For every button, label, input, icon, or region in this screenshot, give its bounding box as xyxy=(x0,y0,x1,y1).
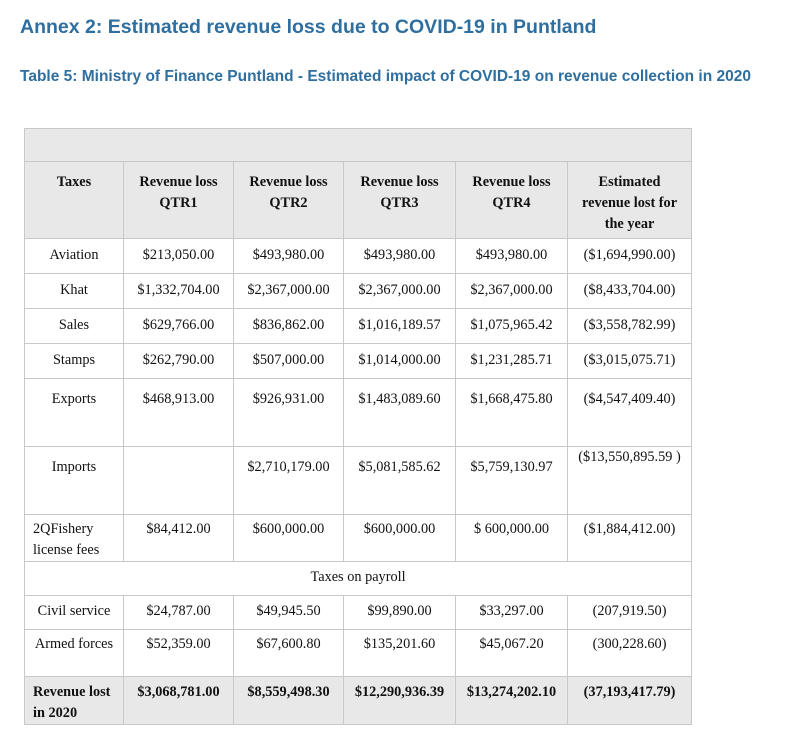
row-q3: $493,980.00 xyxy=(343,238,456,274)
row-q3: $135,201.60 xyxy=(343,629,456,677)
table-row: 2QFishery license fees $84,412.00 $600,0… xyxy=(24,514,693,562)
row-q3: $1,014,000.00 xyxy=(343,343,456,379)
row-q3: $1,016,189.57 xyxy=(343,308,456,344)
row-q4: $493,980.00 xyxy=(455,238,568,274)
row-q2: $836,862.00 xyxy=(233,308,344,344)
row-year: ($8,433,704.00) xyxy=(566,273,693,309)
row-q1: $24,787.00 xyxy=(123,595,234,630)
row-tax: Khat xyxy=(24,273,124,309)
header-year: Estimated revenue lost for the year xyxy=(566,161,693,239)
total-q2: $8,559,498.30 xyxy=(233,676,344,725)
row-tax: Armed forces xyxy=(24,629,124,677)
row-q2: $67,600.80 xyxy=(233,629,344,677)
row-q3: $2,367,000.00 xyxy=(343,273,456,309)
row-q4: $5,759,130.97 xyxy=(455,446,568,515)
total-label: Revenue lost in 2020 xyxy=(24,676,124,725)
header-q3: Revenue loss QTR3 xyxy=(343,161,456,239)
row-q2: $2,710,179.00 xyxy=(233,446,344,515)
table-row: Aviation $213,050.00 $493,980.00 $493,98… xyxy=(24,238,693,274)
row-q3: $99,890.00 xyxy=(343,595,456,630)
row-year: (300,228.60) xyxy=(566,629,693,677)
table-row: Sales $629,766.00 $836,862.00 $1,016,189… xyxy=(24,308,693,344)
row-q2: $49,945.50 xyxy=(233,595,344,630)
row-q2: $600,000.00 xyxy=(233,514,344,562)
row-q1: $213,050.00 xyxy=(123,238,234,274)
total-row: Revenue lost in 2020 $3,068,781.00 $8,55… xyxy=(24,676,693,725)
row-q4: $1,668,475.80 xyxy=(455,378,568,447)
header-q2: Revenue loss QTR2 xyxy=(233,161,344,239)
row-q1: $629,766.00 xyxy=(123,308,234,344)
table-row: Imports $2,710,179.00 $5,081,585.62 $5,7… xyxy=(24,446,693,515)
payroll-section-label: Taxes on payroll xyxy=(23,561,693,596)
header-row: Taxes Revenue loss QTR1 Revenue loss QTR… xyxy=(24,161,693,239)
revenue-loss-table: Taxes Revenue loss QTR1 Revenue loss QTR… xyxy=(23,128,693,725)
row-q4: $45,067.20 xyxy=(455,629,568,677)
row-q4: $1,231,285.71 xyxy=(455,343,568,379)
row-q1: $262,790.00 xyxy=(123,343,234,379)
row-q2: $2,367,000.00 xyxy=(233,273,344,309)
row-q3: $1,483,089.60 xyxy=(343,378,456,447)
row-tax: Aviation xyxy=(24,238,124,274)
row-year: (207,919.50) xyxy=(566,595,693,630)
row-q1: $84,412.00 xyxy=(123,514,234,562)
payroll-section-row: Taxes on payroll xyxy=(23,561,693,596)
total-year: (37,193,417.79) xyxy=(566,676,693,725)
row-q1 xyxy=(123,446,234,515)
row-q1: $468,913.00 xyxy=(123,378,234,447)
table-row: Civil service $24,787.00 $49,945.50 $99,… xyxy=(24,595,693,630)
row-year: ($3,015,075.71) xyxy=(566,343,693,379)
table-row: Armed forces $52,359.00 $67,600.80 $135,… xyxy=(24,629,693,677)
row-q3: $5,081,585.62 xyxy=(343,446,456,515)
total-q4: $13,274,202.10 xyxy=(455,676,568,725)
row-q1: $52,359.00 xyxy=(123,629,234,677)
annex-title: Annex 2: Estimated revenue loss due to C… xyxy=(20,16,597,38)
row-q4: $1,075,965.42 xyxy=(455,308,568,344)
table-top-spacer xyxy=(23,128,693,162)
row-tax: Civil service xyxy=(24,595,124,630)
row-tax: Imports xyxy=(24,446,124,515)
row-q3: $600,000.00 xyxy=(343,514,456,562)
header-q4: Revenue loss QTR4 xyxy=(455,161,568,239)
row-q4: $33,297.00 xyxy=(455,595,568,630)
row-tax: Stamps xyxy=(24,343,124,379)
row-year: ($1,884,412.00) xyxy=(566,514,693,562)
row-q2: $926,931.00 xyxy=(233,378,344,447)
header-q1: Revenue loss QTR1 xyxy=(123,161,234,239)
table-title: Table 5: Ministry of Finance Puntland - … xyxy=(20,68,751,85)
row-tax: Exports xyxy=(24,378,124,447)
row-year: ($13,550,895.59 ) xyxy=(566,446,693,515)
row-q4: $2,367,000.00 xyxy=(455,273,568,309)
row-tax: 2QFishery license fees xyxy=(24,514,124,562)
row-q4: $ 600,000.00 xyxy=(455,514,568,562)
table-row: Exports $468,913.00 $926,931.00 $1,483,0… xyxy=(24,378,693,447)
row-tax: Sales xyxy=(24,308,124,344)
row-year: ($4,547,409.40) xyxy=(566,378,693,447)
total-q1: $3,068,781.00 xyxy=(123,676,234,725)
table-top-spacer-row xyxy=(23,128,693,162)
row-q2: $493,980.00 xyxy=(233,238,344,274)
table-row: Khat $1,332,704.00 $2,367,000.00 $2,367,… xyxy=(24,273,693,309)
row-year: ($3,558,782.99) xyxy=(566,308,693,344)
total-q3: $12,290,936.39 xyxy=(343,676,456,725)
row-q2: $507,000.00 xyxy=(233,343,344,379)
row-year: ($1,694,990.00) xyxy=(566,238,693,274)
table-row: Stamps $262,790.00 $507,000.00 $1,014,00… xyxy=(24,343,693,379)
row-q1: $1,332,704.00 xyxy=(123,273,234,309)
header-taxes: Taxes xyxy=(24,161,124,239)
